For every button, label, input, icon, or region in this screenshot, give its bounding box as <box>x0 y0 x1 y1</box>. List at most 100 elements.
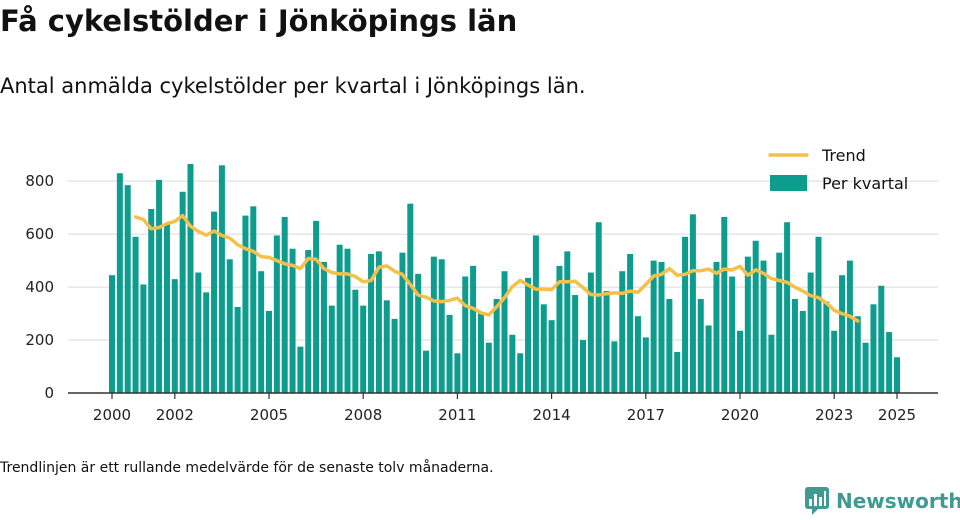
chart: 0 200 400 600 800 2000 2002 2005 2008 2011 2014 201… <box>25 146 938 424</box>
bar-series <box>109 163 900 393</box>
bar <box>532 235 539 393</box>
bar <box>580 340 586 393</box>
bar <box>281 216 288 393</box>
bar <box>423 350 429 393</box>
bar <box>878 285 885 393</box>
bar <box>760 260 767 393</box>
bar <box>187 163 194 393</box>
bar <box>140 284 147 393</box>
bar <box>203 292 210 393</box>
bar <box>195 272 202 393</box>
bar <box>501 271 508 393</box>
bar <box>540 304 547 393</box>
bar <box>768 334 775 393</box>
x-tick-label: 2025 <box>878 406 916 424</box>
bar <box>674 351 681 393</box>
bar <box>391 318 398 393</box>
bar <box>595 222 602 393</box>
trend-series <box>133 213 860 323</box>
bar <box>415 273 422 393</box>
bar <box>368 253 375 393</box>
bar <box>548 320 555 393</box>
bar <box>517 353 524 393</box>
bar <box>682 236 689 393</box>
footnote: Trendlinjen är ett rullande medelvärde f… <box>0 460 494 476</box>
bar <box>737 330 743 393</box>
bar <box>454 353 461 393</box>
chart-subtitle: Antal anmälda cykelstölder per kvartal i… <box>0 74 586 98</box>
trend-line <box>133 213 860 323</box>
bar <box>313 220 320 393</box>
bar <box>776 252 783 393</box>
bar <box>894 357 900 393</box>
bar <box>273 235 280 393</box>
bar <box>344 248 351 393</box>
bar <box>297 346 304 393</box>
x-tick-label: 2005 <box>250 406 288 424</box>
y-tick-label: 600 <box>25 225 54 243</box>
x-tick-label: 2008 <box>344 406 382 424</box>
bar <box>179 191 186 393</box>
bar <box>572 295 579 393</box>
bar <box>556 265 563 393</box>
bar <box>799 310 806 393</box>
bar <box>713 261 720 393</box>
bar <box>446 314 453 393</box>
bar <box>564 251 571 393</box>
bar <box>305 250 312 393</box>
bar <box>226 259 233 393</box>
bar <box>399 252 406 393</box>
x-tick-label: 2002 <box>156 406 194 424</box>
bar <box>854 316 861 393</box>
bar <box>156 179 163 393</box>
bar <box>375 251 382 393</box>
bar <box>234 306 241 393</box>
bar <box>611 341 618 393</box>
bar <box>430 256 437 393</box>
bar <box>289 248 296 393</box>
bar <box>729 276 736 393</box>
bar <box>360 305 367 393</box>
bar <box>650 260 657 393</box>
bar <box>705 325 712 393</box>
bar <box>831 330 838 393</box>
bar <box>266 310 272 393</box>
bar <box>116 173 123 393</box>
bar <box>250 206 257 393</box>
bar <box>485 342 492 393</box>
bar <box>407 203 414 393</box>
brand: Newsworthy <box>804 486 960 516</box>
x-tick-label: 2011 <box>438 406 476 424</box>
bar <box>470 265 477 393</box>
bar <box>336 244 343 393</box>
bar <box>721 216 728 393</box>
bar <box>886 332 893 393</box>
bar <box>627 253 634 393</box>
bar <box>619 271 626 393</box>
bar <box>462 276 469 393</box>
x-tick-label: 2020 <box>721 406 759 424</box>
bar <box>634 316 641 393</box>
bar <box>383 300 390 393</box>
bar <box>642 337 649 393</box>
bar <box>839 275 846 393</box>
bar <box>328 305 335 393</box>
bar <box>666 299 673 393</box>
bar <box>438 259 445 393</box>
newsworthy-logo-icon <box>805 487 829 515</box>
x-tick-label: 2017 <box>627 406 665 424</box>
legend-bars-label: Per kvartal <box>822 174 908 193</box>
bar <box>658 261 665 393</box>
bar <box>242 215 249 393</box>
bar <box>124 185 131 393</box>
y-tick-label: 400 <box>25 278 54 296</box>
bar <box>211 211 218 393</box>
bar <box>697 299 704 393</box>
bar <box>148 208 155 393</box>
bar <box>807 272 814 393</box>
legend-trend-label: Trend <box>821 146 866 165</box>
x-tick-label: 2000 <box>93 406 131 424</box>
bar <box>862 342 869 393</box>
legend: Trend Per kvartal <box>768 146 908 193</box>
bar <box>587 272 594 393</box>
